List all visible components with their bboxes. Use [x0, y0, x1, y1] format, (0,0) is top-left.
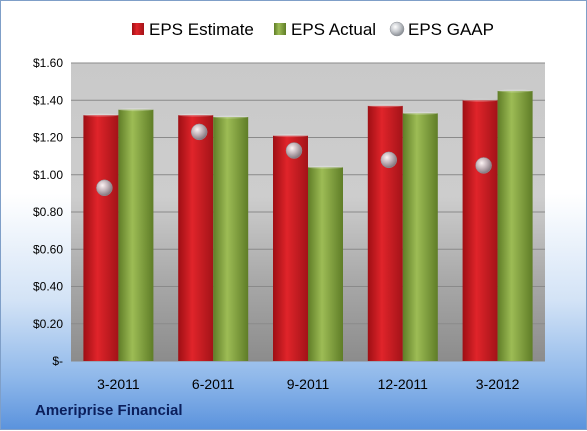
eps-gaap-marker: [96, 179, 113, 197]
bar-top-highlight: [497, 89, 533, 93]
eps-gaap-marker: [285, 142, 303, 159]
company-name: Ameriprise Financial: [35, 402, 183, 419]
eps-estimate-bar: [178, 115, 214, 362]
y-tick-label: $1.60: [33, 56, 63, 70]
eps-estimate-bar: [367, 105, 403, 362]
x-tick-label: 3-2011: [97, 376, 140, 392]
x-tick-label: 12-2011: [378, 376, 429, 392]
legend-swatch: [389, 21, 405, 37]
bar-top-highlight: [83, 113, 119, 117]
bar-top-highlight: [178, 113, 214, 117]
bar-top-highlight: [462, 98, 498, 102]
legend-swatch: [132, 23, 144, 35]
legend-label: EPS Estimate: [149, 20, 254, 39]
y-tick-label: $-: [52, 354, 63, 368]
eps-gaap-marker: [190, 123, 208, 141]
x-tick-label: 3-2012: [476, 376, 520, 392]
eps-estimate-bar: [462, 100, 498, 361]
eps-actual-bar: [308, 167, 343, 361]
bar-top-highlight: [273, 134, 308, 138]
bar-top-highlight: [308, 165, 343, 169]
y-tick-label: $1.20: [33, 131, 63, 145]
legend-label: EPS GAAP: [408, 20, 494, 39]
legend-label: EPS Actual: [291, 20, 376, 39]
y-tick-label: $0.80: [33, 205, 63, 219]
y-tick-label: $1.00: [33, 168, 63, 182]
legend-swatch: [274, 23, 286, 35]
y-tick-label: $1.40: [33, 93, 63, 107]
eps-gaap-marker: [475, 157, 492, 174]
y-tick-label: $0.60: [33, 242, 63, 256]
bar-top-highlight: [213, 115, 249, 119]
eps-actual-bar: [213, 117, 249, 361]
bar-top-highlight: [118, 108, 154, 112]
bar-top-highlight: [402, 111, 438, 115]
y-tick-label: $0.40: [33, 280, 63, 294]
x-tick-label: 9-2011: [287, 376, 330, 392]
eps-estimate-bar: [273, 135, 308, 361]
bar-top-highlight: [367, 104, 403, 108]
eps-estimate-bar: [83, 115, 119, 362]
eps-actual-bar: [402, 113, 438, 361]
eps-gaap-marker: [380, 151, 398, 169]
x-tick-label: 6-2011: [192, 376, 235, 392]
eps-actual-bar: [497, 90, 533, 361]
eps-actual-bar: [118, 109, 154, 361]
y-tick-label: $0.20: [33, 317, 63, 331]
